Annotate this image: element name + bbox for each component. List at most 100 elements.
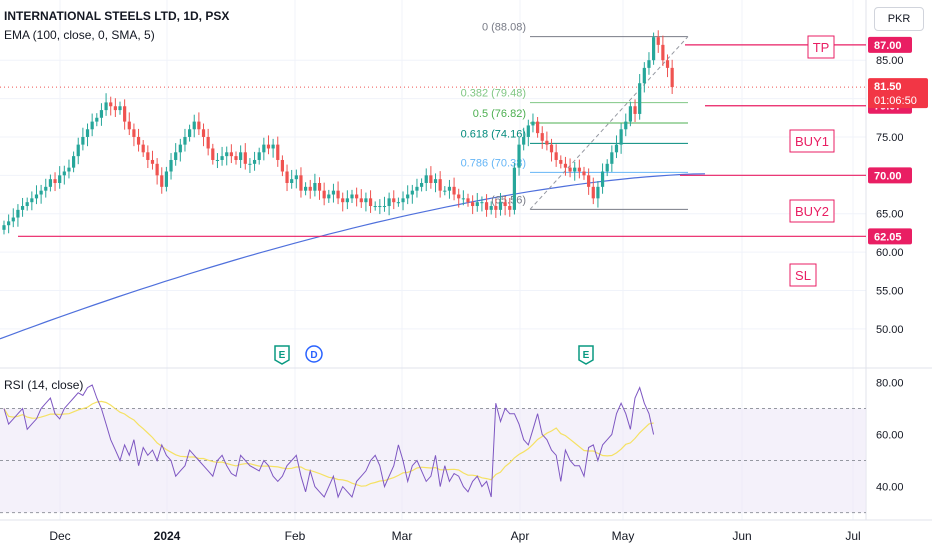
candle-body <box>410 190 414 195</box>
candle-body <box>20 206 25 210</box>
candle-body <box>178 144 182 153</box>
candle-body <box>554 152 558 160</box>
event-marker-text: E <box>583 350 590 361</box>
candlestick-series <box>2 30 674 235</box>
candle-body <box>290 179 294 183</box>
price-tag-box <box>868 36 912 53</box>
candle-body <box>150 159 155 164</box>
candle-body <box>201 129 206 137</box>
candle-body <box>220 156 224 160</box>
candle-body <box>420 183 424 187</box>
currency-button[interactable]: PKR <box>874 7 924 31</box>
fib-label-0.382: 0.382 (79.48) <box>461 88 526 100</box>
level-box-tp <box>807 35 835 59</box>
candle-body <box>39 190 43 195</box>
candle-body <box>276 144 280 160</box>
candle-body <box>484 202 489 210</box>
candle-body <box>438 179 442 191</box>
price-tick-label: 65.00 <box>876 209 904 221</box>
rsi-tick-label: 40.00 <box>876 482 904 494</box>
candle-body <box>614 144 619 153</box>
ema-indicator-label[interactable]: EMA (100, close, 0, SMA, 5) <box>4 28 155 42</box>
level-box-buy2 <box>789 199 835 223</box>
rsi-tick-label: 60.00 <box>876 429 904 441</box>
candle-body <box>498 202 503 210</box>
candle-body <box>652 37 656 61</box>
fib-label-0: 0 (88.08) <box>482 22 526 34</box>
candle-body <box>25 202 29 207</box>
candle-body <box>619 129 623 145</box>
candle-body <box>378 206 382 208</box>
candle-body <box>30 198 34 203</box>
fibonacci-retracement[interactable]: 0 (88.08) 0.382 (79.48) 0.5 (76.82) 0.618 (… <box>461 22 689 210</box>
candle-body <box>155 163 159 176</box>
candle-body <box>466 198 470 203</box>
candle-body <box>605 163 609 172</box>
candle-body <box>526 125 530 137</box>
candle-body <box>670 67 674 88</box>
candle-body <box>304 186 308 191</box>
price-tick-label: 85.00 <box>876 55 904 67</box>
candle-body <box>508 206 512 210</box>
event-marker-text: D <box>310 350 317 361</box>
candle-body <box>489 206 493 210</box>
last-price-tag-box <box>868 78 928 109</box>
candle-body <box>610 152 614 164</box>
candle-body <box>392 198 396 203</box>
candle-body <box>624 121 628 130</box>
candle-body <box>587 175 591 187</box>
candle-body <box>549 144 554 153</box>
candle-body <box>169 159 173 172</box>
x-tick-label: 2024 <box>154 529 181 543</box>
price-tick-label: 60.00 <box>876 247 904 259</box>
candle-body <box>99 110 104 118</box>
candle-body <box>517 144 521 168</box>
candle-body <box>443 190 447 192</box>
x-tick-label: Feb <box>285 529 306 543</box>
candle-body <box>628 106 632 122</box>
candle-body <box>285 171 289 183</box>
candle-body <box>11 217 15 222</box>
candle-body <box>229 152 233 157</box>
candle-body <box>424 175 428 183</box>
price-tick-label: 75.00 <box>876 132 904 144</box>
candle-body <box>415 186 419 191</box>
candle-body <box>373 206 377 208</box>
candle-body <box>2 225 6 230</box>
rsi-ma-line <box>3 400 654 487</box>
event-marker-earnings <box>578 345 594 365</box>
candle-body <box>146 152 150 160</box>
candle-body <box>90 121 94 130</box>
level-text-sl: SL <box>795 268 811 283</box>
candle-body <box>7 221 11 226</box>
candle-body <box>257 152 261 160</box>
candle-body <box>118 106 122 111</box>
rsi-indicator-label[interactable]: RSI (14, close) <box>4 378 84 392</box>
candle-body <box>294 175 298 180</box>
candle-body <box>665 60 670 68</box>
last-price-countdown: 01:06:50 <box>874 95 917 107</box>
candle-body <box>81 136 85 145</box>
candle-body <box>192 121 196 130</box>
x-tick-label: Dec <box>49 529 70 543</box>
candle-body <box>252 159 257 164</box>
candle-body <box>299 175 303 191</box>
candle-body <box>382 206 387 208</box>
candle-body <box>387 198 391 207</box>
candle-body <box>266 144 271 149</box>
horizontal-levels[interactable]: TP BUY1 BUY2 SL <box>0 35 866 287</box>
candle-body <box>331 190 336 195</box>
chart-title: INTERNATIONAL STEELS LTD, 1D, PSX <box>4 9 230 23</box>
candle-body <box>136 136 141 145</box>
candle-body <box>44 186 48 191</box>
candle-body <box>62 171 66 176</box>
candle-body <box>582 171 586 176</box>
candle-body <box>322 190 326 199</box>
fib-label-0.786: 0.786 (70.38) <box>461 157 526 169</box>
candle-body <box>457 194 461 199</box>
candle-body <box>401 198 405 203</box>
event-marker-earnings <box>274 345 290 365</box>
candle-body <box>512 167 516 210</box>
